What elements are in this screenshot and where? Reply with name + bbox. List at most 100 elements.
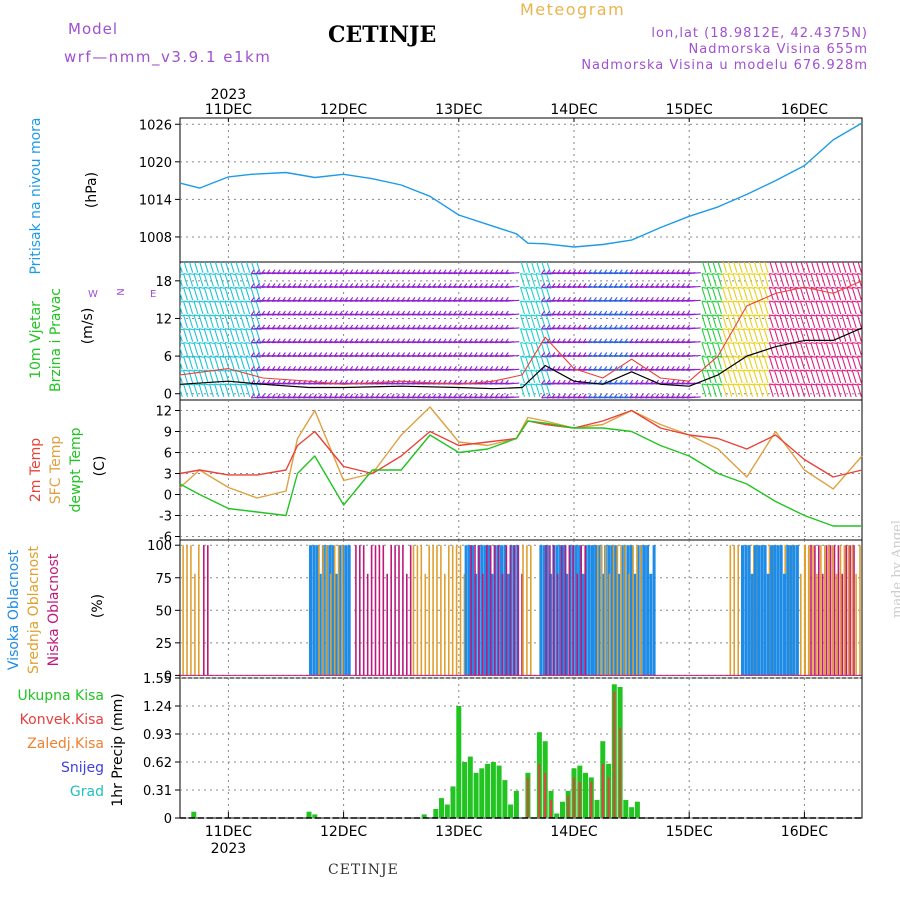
cloud-bar-low [501,573,504,676]
cloud-bar-mid [463,573,466,676]
precip-total-bar [479,768,485,818]
wind-gust-line [179,280,863,385]
cloud-bar-high [741,545,744,676]
wind-barb-column [447,269,463,399]
ytick-label-precip-0: 1.55 [143,672,172,687]
precip-conv-bar [601,763,604,818]
cloud-bar-low [549,545,551,676]
bottom-date-0: 11DEC [205,824,252,840]
cloud-bar-high [483,545,487,676]
cloud-bar-mid [604,545,607,676]
cloud-bar-high [506,573,510,676]
cloud-bar-mid [800,573,802,676]
cloud-bar-high [318,573,322,676]
cloud-bar-low [482,573,484,676]
cloud-bar-low [584,545,586,676]
precip-conv-bar [578,781,581,818]
cloud-bar-low [493,545,496,676]
cloud-bar-mid [424,573,427,676]
dewpt-line [179,420,862,527]
cloud-bar-low [378,545,381,676]
cloud-bar-high [757,545,761,676]
ytick-label-temp-1: 9 [164,426,172,441]
cloud-bar-mid [859,545,861,676]
cloud-bar-low [362,545,365,676]
wind-barb-column [535,262,542,398]
top-year: 2023 [211,87,247,103]
cloud-bar-low [517,545,519,676]
cloud-bar-high [630,545,633,676]
temp2m-line [179,409,863,478]
wind-barb-column [716,262,723,398]
ylabel-cloud-unit: (%) [90,594,106,618]
precip-conv-bar [544,772,547,818]
ytick-label-cloud-0: 100 [147,539,172,554]
ylabel-temp-dewpt: dewpt Temp [68,427,84,512]
ylabel-pressure: Pritisak na nivou mora [28,117,44,274]
pressure-line [179,122,863,248]
cloud-bar-high [792,545,796,676]
cloud-bar-high [584,545,588,676]
wind-barbs [180,262,862,399]
cloud-bar-mid [831,545,834,676]
wind-barb-column [815,262,822,398]
ytick-label-wind-0: 18 [155,275,172,290]
cloud-bar-low [810,545,812,676]
precip-conv-bar [567,795,570,818]
wind-barb-column [629,269,644,399]
cloud-bar-mid [412,545,415,676]
cloud-bar-mid [444,573,446,676]
wind-barb-column [763,262,770,398]
cloud-bar-mid [522,545,524,676]
wind-barb-column [333,269,349,399]
precip-total-bar [629,807,635,818]
wind-barb-column [323,269,338,399]
wind-barb-column [406,269,421,399]
wind-barb-column [452,269,468,399]
wind-barb-column [182,262,189,398]
precip-total-bar [513,790,519,818]
cloud-bar-mid [737,545,739,676]
wind-barb-column [758,262,765,398]
cloud-bar-mid [597,545,599,676]
wind-barb-column [214,262,220,398]
cloud-bar-mid [827,545,830,676]
cloud-bar-mid [843,545,846,676]
wind-barb-column [313,269,328,399]
cloud-bar-mid [620,545,623,676]
cloud-bar-low [497,545,500,676]
precip-total-bar [594,799,600,818]
panel-frame-pressure [179,117,863,263]
wind-barb-column [458,269,473,399]
wind-barb-column [810,262,816,398]
precip-total-bar [473,772,479,818]
wind-barb-column [686,269,701,399]
compass-n: N [116,288,127,295]
wind-barb-column [395,269,411,399]
wind-barb-column [473,269,489,399]
ylabel-temp-2m: 2m Temp [28,438,44,502]
top-date-4: 15DEC [666,102,713,118]
cloud-bar-high [636,545,640,676]
cloud-bar-low [478,545,480,676]
cloud-bar-mid [608,573,611,676]
cloud-bar-high [779,545,783,676]
cloud-bar-low [374,545,377,676]
cloud-bar-mid [612,545,615,676]
cloud-bar-high [578,545,582,676]
cloud-bar-low [406,573,408,676]
wind-barb-column [489,269,504,399]
cloud-bar-low [513,545,515,676]
precip-total-bar [312,814,318,818]
ytick-label-pressure-2: 1014 [139,193,172,208]
wind-barb-column [421,269,437,399]
wind-speed-line [179,327,863,390]
top-date-3: 14DEC [550,102,597,118]
cloud-bar-low [470,545,472,676]
ytick-label-temp-3: 3 [164,468,172,483]
wind-barb-column [188,262,194,398]
cloud-bar-high [509,545,513,676]
wind-barb-column [836,262,842,398]
